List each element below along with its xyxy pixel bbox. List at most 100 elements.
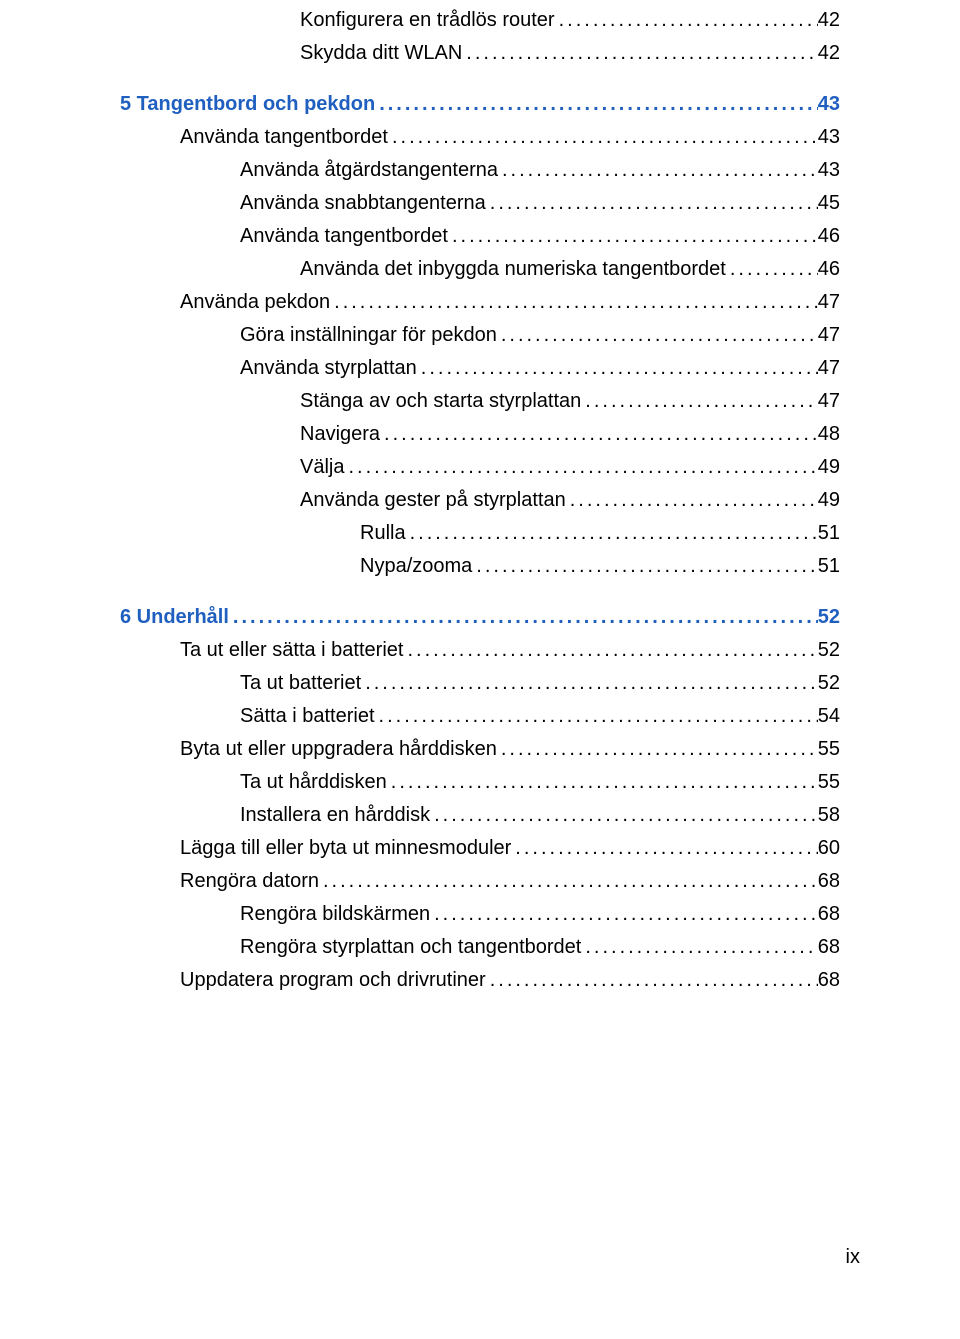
- toc-entry-page: 52: [818, 607, 840, 627]
- toc-entry-text: Använda snabbtangenterna: [240, 193, 486, 213]
- toc-leader-dots: [319, 871, 818, 891]
- toc-leader-dots: [229, 607, 818, 627]
- toc-leader-dots: [361, 673, 818, 693]
- toc-leader-dots: [406, 523, 818, 543]
- toc-entry-text: Stänga av och starta styrplattan: [300, 391, 581, 411]
- toc-entry-page: 54: [818, 706, 840, 726]
- toc-entry-text: Rengöra bildskärmen: [240, 904, 430, 924]
- toc-entry-page: 49: [818, 490, 840, 510]
- toc-entry: Använda pekdon 47: [120, 292, 840, 312]
- toc-entry: Ta ut hårddisken 55: [120, 772, 840, 792]
- toc-entry-page: 47: [818, 292, 840, 312]
- toc-entry-text: Skydda ditt WLAN: [300, 43, 462, 63]
- toc-entry-text: Installera en hårddisk: [240, 805, 430, 825]
- toc-leader-dots: [387, 772, 818, 792]
- toc-leader-dots: [462, 43, 817, 63]
- toc-entry-text: Navigera: [300, 424, 380, 444]
- toc-entry[interactable]: 6 Underhåll52: [120, 607, 840, 627]
- toc-entry: Använda tangentbordet 46: [120, 226, 840, 246]
- toc-entry-text: Rengöra datorn: [180, 871, 319, 891]
- section-gap: [120, 589, 840, 607]
- toc-entry: Skydda ditt WLAN42: [120, 43, 840, 63]
- toc-entry-text: Konfigurera en trådlös router: [300, 10, 555, 30]
- toc-entry: Rengöra styrplattan och tangentbordet68: [120, 937, 840, 957]
- toc-entry: Ta ut eller sätta i batteriet52: [120, 640, 840, 660]
- toc-entry: Använda gester på styrplattan 49: [120, 490, 840, 510]
- toc-entry-page: 46: [818, 226, 840, 246]
- toc-leader-dots: [430, 805, 818, 825]
- toc-entry: Byta ut eller uppgradera hårddisken55: [120, 739, 840, 759]
- toc-leader-dots: [726, 259, 818, 279]
- toc-entry: Sätta i batteriet 54: [120, 706, 840, 726]
- toc-entry-text: Uppdatera program och drivrutiner: [180, 970, 486, 990]
- toc-leader-dots: [375, 94, 818, 114]
- toc-leader-dots: [330, 292, 818, 312]
- toc-leader-dots: [344, 457, 817, 477]
- toc-entry-page: 68: [818, 937, 840, 957]
- toc-entry-text: Använda tangentbordet: [180, 127, 388, 147]
- toc-leader-dots: [555, 10, 818, 30]
- toc-entry-page: 42: [818, 10, 840, 30]
- toc-leader-dots: [430, 904, 818, 924]
- toc-entry-text: 5 Tangentbord och pekdon: [120, 94, 375, 114]
- toc-entry-text: Ta ut hårddisken: [240, 772, 387, 792]
- toc-leader-dots: [388, 127, 818, 147]
- toc-entry-page: 43: [818, 127, 840, 147]
- toc-entry-page: 48: [818, 424, 840, 444]
- toc-entry-page: 51: [818, 523, 840, 543]
- toc-entry: Använda åtgärdstangenterna 43: [120, 160, 840, 180]
- toc-entry-page: 45: [818, 193, 840, 213]
- toc-container: Konfigurera en trådlös router 42 Skydda di…: [120, 10, 840, 1003]
- toc-entry-page: 68: [818, 970, 840, 990]
- toc-entry-page: 43: [818, 160, 840, 180]
- toc-entry-text: Använda tangentbordet: [240, 226, 448, 246]
- toc-entry-text: Använda gester på styrplattan: [300, 490, 566, 510]
- toc-entry: Använda det inbyggda numeriska tangentbo…: [120, 259, 840, 279]
- toc-entry-text: Lägga till eller byta ut minnesmoduler: [180, 838, 511, 858]
- toc-entry: Nypa/zooma 51: [120, 556, 840, 576]
- toc-entry-page: 46: [818, 259, 840, 279]
- toc-entry-page: 68: [818, 904, 840, 924]
- toc-entry-page: 58: [818, 805, 840, 825]
- toc-leader-dots: [566, 490, 818, 510]
- toc-leader-dots: [581, 391, 817, 411]
- toc-entry: Ta ut batteriet52: [120, 673, 840, 693]
- toc-entry[interactable]: 5 Tangentbord och pekdon 43: [120, 94, 840, 114]
- toc-entry: Rengöra datorn 68: [120, 871, 840, 891]
- toc-entry-text: Använda åtgärdstangenterna: [240, 160, 498, 180]
- toc-entry-page: 51: [818, 556, 840, 576]
- toc-entry-page: 55: [818, 772, 840, 792]
- toc-entry: Använda styrplattan 47: [120, 358, 840, 378]
- toc-entry-text: Sätta i batteriet: [240, 706, 375, 726]
- toc-entry-page: 60: [818, 838, 840, 858]
- toc-entry-text: Använda det inbyggda numeriska tangentbo…: [300, 259, 726, 279]
- toc-entry: Använda tangentbordet 43: [120, 127, 840, 147]
- toc-entry-page: 52: [818, 673, 840, 693]
- toc-entry: Välja 49: [120, 457, 840, 477]
- toc-entry-text: Använda styrplattan: [240, 358, 417, 378]
- toc-leader-dots: [417, 358, 818, 378]
- toc-entry: Göra inställningar för pekdon47: [120, 325, 840, 345]
- toc-entry-page: 47: [818, 358, 840, 378]
- toc-leader-dots: [486, 970, 818, 990]
- toc-leader-dots: [581, 937, 817, 957]
- toc-entry-text: Rulla: [360, 523, 406, 543]
- toc-entry-page: 68: [818, 871, 840, 891]
- toc-leader-dots: [498, 160, 818, 180]
- toc-entry-text: Använda pekdon: [180, 292, 330, 312]
- toc-entry-page: 55: [818, 739, 840, 759]
- page-number: ix: [846, 1246, 860, 1269]
- toc-entry: Uppdatera program och drivrutiner 68: [120, 970, 840, 990]
- toc-leader-dots: [486, 193, 818, 213]
- toc-entry-page: 47: [818, 391, 840, 411]
- toc-leader-dots: [403, 640, 817, 660]
- toc-entry-page: 49: [818, 457, 840, 477]
- toc-entry-text: Nypa/zooma: [360, 556, 472, 576]
- toc-entry-page: 43: [818, 94, 840, 114]
- toc-entry-page: 52: [818, 640, 840, 660]
- toc-entry: Rengöra bildskärmen 68: [120, 904, 840, 924]
- toc-entry-text: Välja: [300, 457, 344, 477]
- section-gap: [120, 76, 840, 94]
- toc-entry: Konfigurera en trådlös router 42: [120, 10, 840, 30]
- toc-leader-dots: [497, 325, 818, 345]
